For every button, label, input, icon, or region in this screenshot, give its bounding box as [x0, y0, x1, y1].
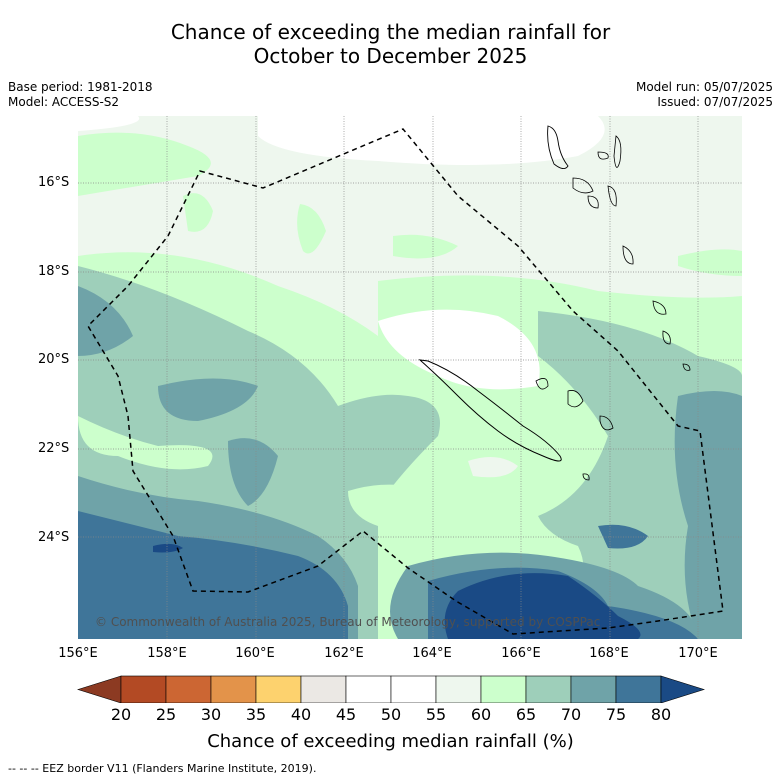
- colorbar-segment: [165, 675, 212, 703]
- colorbar-segment: [120, 675, 167, 703]
- colorbar-segment: [390, 675, 437, 703]
- colorbar-segment: [480, 675, 527, 703]
- rainfall-map: [78, 116, 742, 639]
- zone-green-blob-3: [393, 234, 458, 259]
- colorbar-under-arrow: [76, 675, 122, 703]
- zone-white-center: [378, 309, 540, 390]
- lon-label-158e: 158°E: [147, 646, 187, 661]
- colorbar-segment: [210, 675, 257, 703]
- zone-blue-blob: [598, 524, 648, 549]
- zone-green-south-center: [348, 484, 438, 526]
- colorbar-tick-label: 60: [470, 705, 492, 724]
- lat-label-22s: 22°S: [38, 441, 70, 456]
- zone-green-south-west: [78, 416, 213, 470]
- meta-right: Model run: 05/07/2025 Issued: 07/07/2025: [636, 80, 773, 110]
- vanuatu-island-outline: [622, 245, 634, 265]
- lon-label-168e: 168°E: [589, 646, 629, 661]
- colorbar-tick-label: 55: [425, 705, 447, 724]
- lat-label-24s: 24°S: [38, 530, 70, 545]
- loyalty-island-outline: [652, 300, 667, 315]
- lon-label-160e: 160°E: [235, 646, 275, 661]
- lon-label-170e: 170°E: [678, 646, 718, 661]
- lon-label-164e: 164°E: [412, 646, 452, 661]
- colorbar-tick-label: 75: [605, 705, 627, 724]
- model-name: Model: ACCESS-S2: [8, 95, 120, 109]
- colorbar-label: Chance of exceeding median rainfall (%): [207, 731, 574, 752]
- colorbar-segment: [255, 675, 302, 703]
- lon-label-156e: 156°E: [58, 646, 98, 661]
- zone-green-ne: [678, 249, 742, 276]
- colorbar: [76, 675, 706, 703]
- zone-blue-south: [78, 511, 348, 639]
- vanuatu-island-outline: [572, 177, 594, 194]
- zone-dteal-nw: [78, 286, 133, 356]
- title-line-1: Chance of exceeding the median rainfall …: [170, 20, 611, 44]
- map-title: Chance of exceeding the median rainfall …: [0, 20, 781, 68]
- zone-green-blob-1: [183, 193, 213, 232]
- island-outline: [582, 473, 590, 481]
- colorbar-tick-label: 35: [245, 705, 267, 724]
- zone-dteal-w1: [158, 378, 258, 421]
- map-svg: [78, 116, 742, 639]
- copyright-notice: © Commonwealth of Australia 2025, Bureau…: [95, 615, 601, 629]
- colorbar-segment: [300, 675, 347, 703]
- colorbar-tick-label: 30: [200, 705, 222, 724]
- graticule: [78, 116, 742, 639]
- island-outline: [535, 378, 549, 390]
- zone-white-north: [258, 116, 605, 165]
- model-run: Model run: 05/07/2025: [635, 80, 773, 94]
- meta-left: Base period: 1981-2018 Model: ACCESS-S2: [8, 80, 153, 110]
- island-outline: [599, 415, 614, 431]
- colorbar-tick-label: 45: [335, 705, 357, 724]
- title-line-2: October to December 2025: [253, 44, 528, 68]
- vanuatu-island-outline: [547, 125, 569, 169]
- colorbar-tick-label: 70: [560, 705, 582, 724]
- colorbar-tick-label: 20: [110, 705, 132, 724]
- zone-pale-center: [468, 457, 518, 478]
- zone-dteal-w2: [228, 438, 278, 506]
- colorbar-tick-label: 40: [290, 705, 312, 724]
- base-period: Base period: 1981-2018: [8, 80, 153, 94]
- lon-label-166e: 166°E: [501, 646, 541, 661]
- new-caledonia-outline: [418, 359, 562, 462]
- island-outline: [662, 330, 671, 345]
- vanuatu-island-outline: [597, 151, 609, 160]
- lon-label-162e: 162°E: [324, 646, 364, 661]
- colorbar-segment: [345, 675, 392, 703]
- issued-date: Issued: 07/07/2025: [657, 95, 773, 109]
- eez-footnote: -- -- -- EEZ border V11 (Flanders Marine…: [8, 762, 317, 775]
- zone-dteal-east: [674, 391, 742, 639]
- colorbar-segment: [435, 675, 482, 703]
- island-outline: [682, 363, 691, 371]
- lat-label-18s: 18°S: [38, 264, 70, 279]
- colorbar-tick-label: 25: [155, 705, 177, 724]
- zone-green-blob-2: [297, 204, 326, 254]
- lat-label-20s: 20°S: [38, 352, 70, 367]
- island-outline: [567, 390, 584, 408]
- vanuatu-island-outline: [587, 195, 599, 209]
- vanuatu-island-outline: [613, 135, 622, 168]
- lat-label-16s: 16°S: [38, 175, 70, 190]
- zone-darkblue-se: [444, 573, 641, 639]
- colorbar-tick-label: 50: [380, 705, 402, 724]
- zone-darkblue-blob: [153, 543, 183, 553]
- colorbar-segment: [570, 675, 617, 703]
- colorbar-tick-label: 80: [650, 705, 672, 724]
- colorbar-tick-label: 65: [515, 705, 537, 724]
- colorbar-segment: [615, 675, 662, 703]
- colorbar-over-arrow: [660, 675, 706, 703]
- colorbar-segment: [525, 675, 572, 703]
- vanuatu-island-outline: [607, 185, 617, 207]
- zone-white-nw: [78, 116, 140, 131]
- zone-green-nw: [78, 132, 211, 196]
